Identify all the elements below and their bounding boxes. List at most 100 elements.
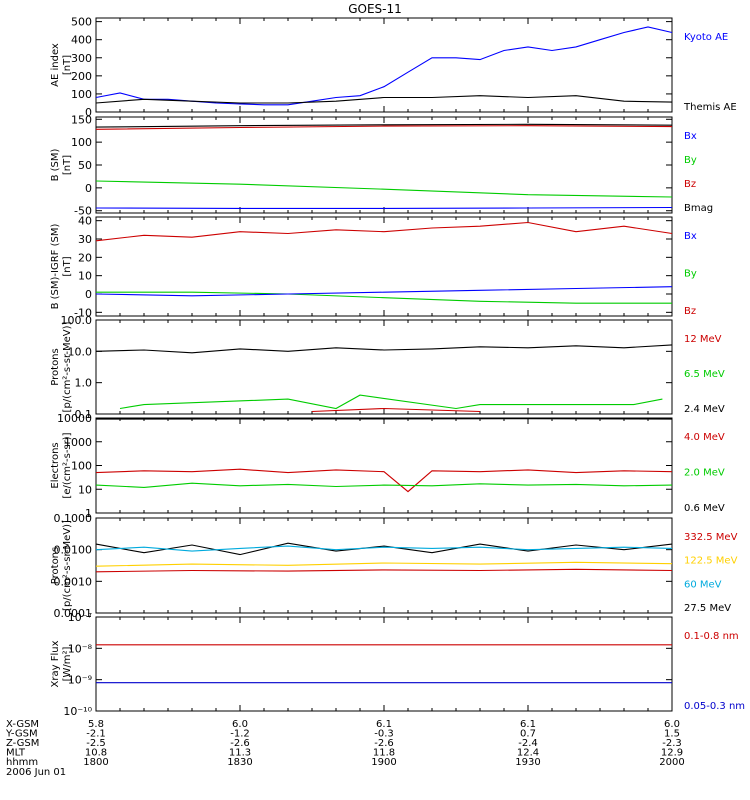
y-axis-unit: [p/(cm²-s-sr-MeV)] <box>62 321 73 412</box>
y-tick-label: 40 <box>78 215 92 228</box>
y-tick-label: -10 <box>74 306 92 319</box>
legend-entry: 4.0 MeV <box>684 432 725 443</box>
series-line <box>95 482 673 488</box>
legend-entry: 332.5 MeV <box>684 532 738 543</box>
time-row-value: -2.4 <box>518 738 538 749</box>
time-row-value: -2.6 <box>374 738 394 749</box>
y-tick-label: 100 <box>71 460 92 473</box>
series-line <box>95 468 673 493</box>
y-tick-label: 100 <box>71 136 92 149</box>
y-axis-unit: [W/m²] <box>62 646 73 681</box>
time-row-value: 6.1 <box>376 719 392 730</box>
time-row-value: 6.1 <box>520 719 536 730</box>
y-tick-label: 1 <box>85 507 92 520</box>
series-line <box>119 394 663 410</box>
series-line <box>95 561 673 567</box>
time-row-value: 1900 <box>371 757 396 768</box>
legend-entry: 0.1-0.8 nm <box>684 631 739 642</box>
y-tick-label: 10 <box>78 270 92 283</box>
time-row-value: -2.1 <box>86 729 106 740</box>
legend-entry: 0.05-0.3 nm <box>684 701 745 712</box>
time-row-value: 1930 <box>515 757 540 768</box>
panel-frame <box>95 319 673 415</box>
y-tick-label: 10 <box>78 483 92 496</box>
panel-2: -50 0 50 100 150 B (SM) [nT] Bx By Bz Bmag <box>50 113 713 217</box>
y-tick-label: 100 <box>71 88 92 101</box>
y-tick-label: 300 <box>71 52 92 65</box>
figure-title: GOES-11 <box>348 2 402 16</box>
series-line <box>95 26 673 106</box>
y-axis-label: Protons <box>50 348 61 385</box>
y-tick-label: 10⁻⁸ <box>68 642 93 655</box>
legend-entry: 60 MeV <box>684 579 722 590</box>
series-line <box>95 206 673 209</box>
time-row-value: -2.3 <box>662 738 682 749</box>
series-line <box>95 542 673 556</box>
y-tick-label: 0.0100 <box>54 544 93 557</box>
series-line <box>96 291 672 304</box>
legend-entry: By <box>684 269 697 280</box>
y-tick-label: 10⁻¹⁰ <box>63 705 92 718</box>
time-row-value: 1830 <box>227 757 252 768</box>
y-tick-label: 20 <box>78 251 92 264</box>
time-row-label: Z-GSM <box>6 738 39 749</box>
y-tick-label: 0.1000 <box>54 512 93 525</box>
y-tick-label: 400 <box>71 34 92 47</box>
time-row-value: 12.9 <box>661 748 683 759</box>
time-row-value: 5.8 <box>88 719 104 730</box>
series-line <box>311 407 481 413</box>
legend-entry: 0.6 MeV <box>684 503 725 514</box>
y-axis-unit: [p/(cm²-s-sr-MeV)] <box>62 520 73 611</box>
y-tick-label: 150 <box>71 113 92 126</box>
panel-7: 10⁻¹⁰ 10⁻⁹ 10⁻⁸ 10⁻⁷ Xray Flux [W/m²] 0.1-0.8 … <box>50 611 745 718</box>
panel-1: 0 100 200 300 400 500 AE index [nT] Kyoto AE Them… <box>50 16 737 119</box>
panel-frame <box>95 616 673 712</box>
time-row-value: 6.0 <box>232 719 248 730</box>
legend-entry: 2.0 MeV <box>684 468 725 479</box>
y-tick-label: 0 <box>85 288 92 301</box>
y-tick-label: 500 <box>71 16 92 29</box>
panel-frame <box>95 517 673 614</box>
time-row-label: Y-GSM <box>5 729 38 740</box>
series-line <box>95 123 673 128</box>
legend-entry: Themis AE <box>683 102 737 113</box>
time-row-value: 1800 <box>83 757 108 768</box>
y-axis-label: Xray Flux <box>50 640 61 687</box>
y-axis-unit: [e/(cm²-s-sr)] <box>62 432 73 498</box>
y-tick-label: 200 <box>71 70 92 83</box>
series-line <box>95 286 673 297</box>
y-tick-label: 0.1 <box>75 408 93 421</box>
time-row-value: -2.6 <box>230 738 250 749</box>
y-tick-label: 0 <box>85 106 92 119</box>
series-line <box>95 221 673 242</box>
y-axis-unit: [nT] <box>62 155 73 175</box>
legend-entry: 12 MeV <box>684 334 722 345</box>
y-tick-label: 0.0001 <box>54 607 93 620</box>
series-line <box>95 568 673 573</box>
y-tick-label: 100.0 <box>61 314 93 327</box>
panel-4: 0.1 1.0 10.0 100.0 Protons [p/(cm²-s-sr-MeV)]… <box>50 314 725 421</box>
panel-frame <box>95 417 673 514</box>
legend-entry: Bx <box>684 131 697 142</box>
series-line <box>95 344 673 354</box>
y-axis-unit: [nT] <box>62 55 73 75</box>
y-axis-label: Protons <box>50 547 61 584</box>
time-row-label: X-GSM <box>6 719 39 730</box>
legend-entry: 6.5 MeV <box>684 369 725 380</box>
y-axis-label: AE index <box>50 43 61 87</box>
y-tick-label: -50 <box>74 205 92 218</box>
y-tick-label: 50 <box>78 159 92 172</box>
legend-entry: By <box>684 155 697 166</box>
time-row-value: 11.3 <box>229 748 251 759</box>
panel-5: 1 10 100 1000 10000 Electrons [e/(cm²-s-sr)] 4.… <box>50 412 725 520</box>
time-row-value: 0.7 <box>520 729 536 740</box>
time-row-value: 2000 <box>659 757 684 768</box>
y-tick-label: 1.0 <box>75 377 93 390</box>
time-row-value: 6.0 <box>664 719 680 730</box>
panel-3: -10 0 10 20 30 40 B (SM)-IGRF (SM) [nT] Bx By Bz <box>50 215 697 320</box>
time-row-label: MLT <box>6 748 26 759</box>
time-axis-block: X-GSM 5.8 6.0 6.1 6.1 6.0 Y-GSM -2.1 -1.2 -0.3 0.7… <box>5 719 685 768</box>
panel-6: 0.0001 0.0010 0.0100 0.1000 Protons [p/(cm²-s… <box>50 512 738 620</box>
